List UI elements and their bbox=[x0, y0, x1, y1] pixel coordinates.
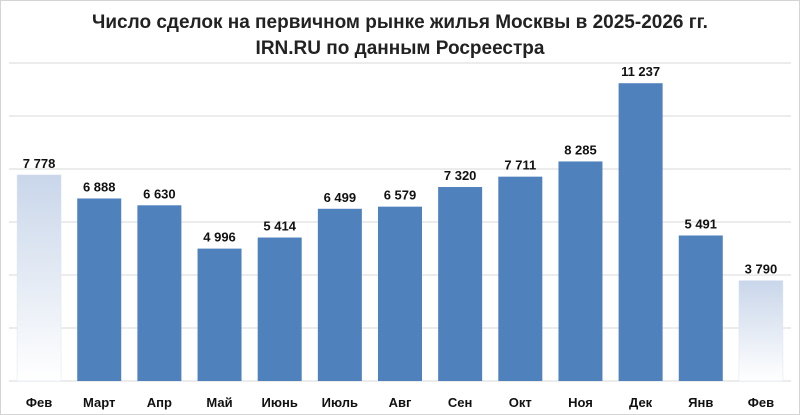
category-label: Май bbox=[206, 395, 232, 410]
data-label: 8 285 bbox=[564, 142, 597, 157]
bar bbox=[197, 248, 242, 381]
data-labels: 7 778 6 888 6 630 4 996 5 414 6 499 6 579 7 320… bbox=[23, 64, 777, 276]
data-label: 6 579 bbox=[384, 188, 417, 203]
data-label: 5 491 bbox=[684, 216, 717, 231]
category-label: Апр bbox=[147, 395, 172, 410]
bar bbox=[498, 176, 543, 381]
category-label: Ноя bbox=[568, 395, 593, 410]
category-label: Фев bbox=[748, 395, 774, 410]
data-label: 6 888 bbox=[83, 179, 116, 194]
category-label: Июль bbox=[322, 395, 358, 410]
category-label: Сен bbox=[448, 395, 472, 410]
chart-title: Число сделок на первичном рынке жилья Мо… bbox=[92, 12, 708, 33]
category-label: Янв bbox=[688, 395, 713, 410]
data-label: 7 778 bbox=[23, 156, 56, 171]
bar bbox=[378, 206, 422, 381]
bar bbox=[317, 208, 362, 381]
bar bbox=[16, 174, 62, 382]
bar bbox=[618, 83, 663, 382]
category-label: Март bbox=[83, 395, 115, 410]
data-label: 3 790 bbox=[745, 262, 778, 277]
category-label: Авг bbox=[389, 395, 412, 410]
bar bbox=[137, 205, 182, 381]
bar bbox=[438, 187, 483, 381]
category-label: Окт bbox=[509, 395, 532, 410]
data-label: 5 414 bbox=[263, 219, 296, 234]
category-label: Фев bbox=[26, 395, 52, 410]
bar bbox=[738, 280, 784, 382]
data-label: 4 996 bbox=[203, 230, 236, 245]
category-label: Июнь bbox=[262, 395, 298, 410]
data-label: 11 237 bbox=[621, 64, 660, 79]
bar bbox=[77, 198, 122, 381]
data-label: 7 320 bbox=[444, 168, 477, 183]
bar bbox=[678, 235, 723, 381]
category-label: Дек bbox=[629, 395, 653, 410]
data-label: 6 630 bbox=[143, 186, 176, 201]
data-label: 7 711 bbox=[504, 158, 536, 173]
bar bbox=[558, 161, 603, 381]
bar bbox=[257, 237, 302, 381]
chart-subtitle: IRN.RU по данным Росреестра bbox=[255, 38, 545, 59]
bars bbox=[16, 83, 784, 382]
category-labels: Фев Март Апр Май Июнь Июль Авг Сен Окт Ноя Дек Янв Ф… bbox=[26, 395, 774, 410]
data-label: 6 499 bbox=[324, 190, 357, 205]
